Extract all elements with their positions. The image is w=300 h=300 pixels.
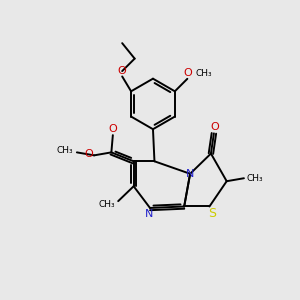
- Text: CH₃: CH₃: [247, 174, 263, 183]
- Text: N: N: [186, 169, 194, 179]
- Text: O: O: [84, 149, 93, 159]
- Text: CH₃: CH₃: [99, 200, 115, 209]
- Text: O: O: [183, 68, 192, 79]
- Text: O: O: [118, 66, 127, 76]
- Text: CH₃: CH₃: [57, 146, 73, 155]
- Text: O: O: [210, 122, 219, 132]
- Text: N: N: [145, 209, 154, 220]
- Text: S: S: [208, 206, 216, 220]
- Text: CH₃: CH₃: [196, 69, 212, 78]
- Text: O: O: [109, 124, 117, 134]
